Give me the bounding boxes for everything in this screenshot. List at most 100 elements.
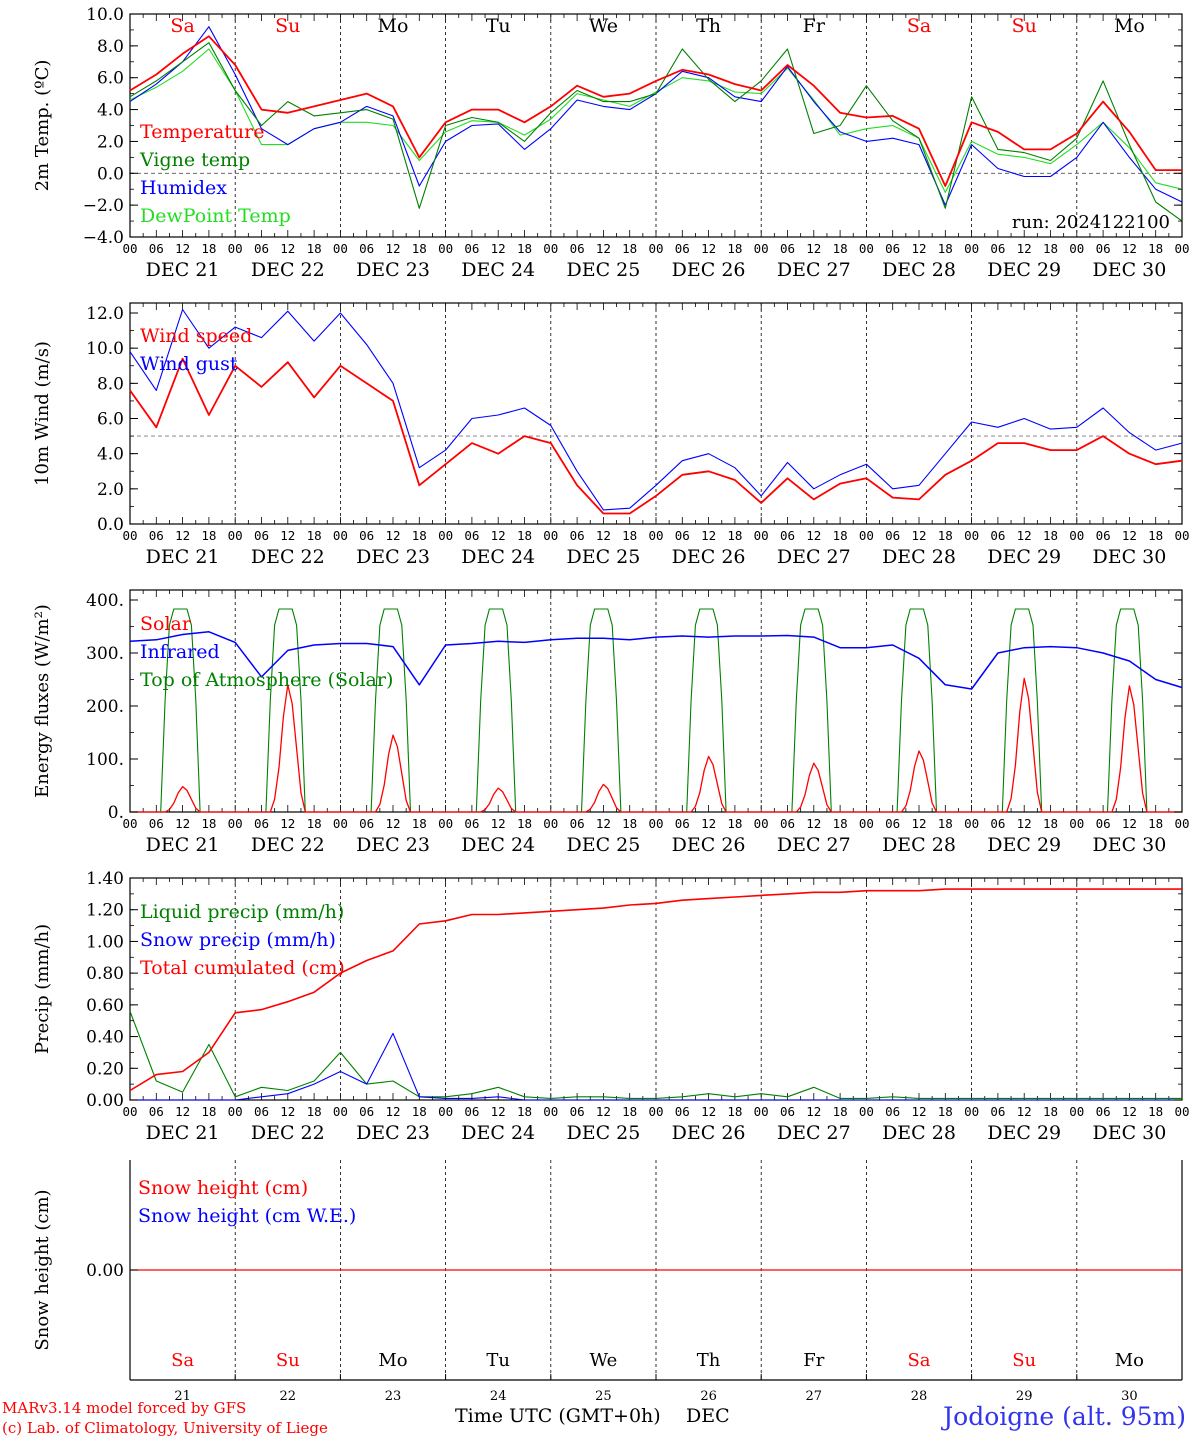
y-tick-label: 300. (86, 644, 124, 664)
hour-tick-label: 00 (122, 241, 137, 256)
hour-tick-label: 12 (491, 528, 506, 543)
y-tick-label: 1.40 (86, 869, 124, 889)
toa-solar-day (130, 608, 236, 813)
series-line-infrared (129, 631, 1183, 690)
hour-tick-label: 06 (570, 816, 585, 831)
date-label: DEC 30 (1092, 546, 1166, 568)
date-label: DEC 26 (672, 834, 746, 856)
hour-tick-label: 00 (543, 241, 558, 256)
hour-tick-label: 06 (254, 528, 269, 543)
hour-tick-label: 06 (990, 241, 1005, 256)
hour-tick-label: 12 (701, 816, 716, 831)
x-axis-month: DEC (686, 1405, 730, 1427)
hour-tick-label: 06 (359, 528, 374, 543)
y-tick-label: 0.60 (86, 996, 124, 1016)
hour-tick-label: 18 (412, 241, 427, 256)
hour-tick-label: 18 (1043, 241, 1058, 256)
series-line-wind-speed (129, 357, 1183, 515)
legend-entry: Liquid precip (mm/h) (140, 901, 344, 923)
day-number-label: 25 (595, 1389, 612, 1404)
hour-tick-label: 06 (359, 816, 374, 831)
hour-tick-label: 18 (1043, 1104, 1058, 1119)
y-tick-label: −2.0 (83, 196, 124, 216)
hour-tick-label: 12 (596, 241, 611, 256)
hour-tick-label: 18 (1043, 528, 1058, 543)
legend-entry: Wind gust (140, 353, 238, 375)
hour-tick-label: 12 (701, 1104, 716, 1119)
solar-day (445, 787, 551, 813)
weekday-label: Th (697, 1350, 721, 1371)
date-label: DEC 23 (356, 259, 430, 281)
hour-tick-label: 00 (228, 816, 243, 831)
hour-tick-label: 12 (596, 528, 611, 543)
hour-tick-label: 18 (1148, 528, 1163, 543)
hour-tick-label: 18 (938, 1104, 953, 1119)
hour-tick-label: 06 (885, 1104, 900, 1119)
solar-day (550, 783, 656, 813)
hour-tick-label: 12 (280, 528, 295, 543)
y-tick-label: 400. (86, 591, 124, 611)
hour-tick-label: 06 (990, 816, 1005, 831)
hour-tick-label: 00 (964, 816, 979, 831)
date-label: DEC 24 (461, 259, 535, 281)
hour-tick-label: 18 (727, 241, 742, 256)
y-tick-label: 4.0 (97, 101, 124, 121)
weekday-label: Sa (170, 15, 194, 37)
hour-tick-label: 18 (727, 528, 742, 543)
date-label: DEC 25 (566, 259, 640, 281)
date-label: DEC 28 (882, 834, 956, 856)
date-label: DEC 25 (566, 834, 640, 856)
toa-solar-day (235, 608, 341, 813)
hour-tick-label: 18 (307, 528, 322, 543)
hour-tick-label: 12 (280, 241, 295, 256)
y-tick-label: 0.0 (97, 164, 124, 184)
hour-tick-label: 12 (911, 816, 926, 831)
y-tick-label: 0.0 (97, 515, 124, 535)
y-axis-label: Precip (mm/h) (32, 924, 53, 1054)
hour-tick-label: 06 (675, 1104, 690, 1119)
hour-tick-label: 06 (254, 1104, 269, 1119)
hour-tick-label: 12 (806, 1104, 821, 1119)
hour-tick-label: 00 (859, 816, 874, 831)
hour-tick-label: 12 (1017, 528, 1032, 543)
x-axis-title: Time UTC (GMT+0h) (455, 1405, 661, 1427)
hour-tick-label: 06 (359, 1104, 374, 1119)
y-tick-label: 0. (108, 803, 124, 823)
toa-solar-day (761, 608, 867, 813)
date-label: DEC 21 (146, 546, 220, 568)
hour-tick-label: 06 (464, 528, 479, 543)
day-number-label: 29 (1016, 1389, 1033, 1404)
hour-tick-label: 00 (1174, 1104, 1189, 1119)
solar-day (130, 785, 236, 813)
hour-tick-label: 00 (438, 241, 453, 256)
legend-entry: Total cumulated (cm) (140, 957, 345, 979)
y-tick-label: 100. (86, 750, 124, 770)
day-number-label: 22 (280, 1389, 297, 1404)
hour-tick-label: 06 (254, 241, 269, 256)
date-label: DEC 22 (251, 546, 325, 568)
hour-tick-label: 18 (517, 1104, 532, 1119)
weekday-label: Mo (1114, 15, 1145, 37)
hour-tick-label: 12 (806, 241, 821, 256)
hour-tick-label: 06 (675, 528, 690, 543)
hour-tick-label: 18 (412, 528, 427, 543)
date-label: DEC 25 (566, 546, 640, 568)
hour-tick-label: 06 (675, 241, 690, 256)
weekday-label: Su (276, 1350, 300, 1371)
solar-day (971, 677, 1077, 813)
y-tick-label: 0.00 (86, 1261, 124, 1281)
hour-tick-label: 00 (122, 528, 137, 543)
date-label: DEC 26 (672, 259, 746, 281)
y-tick-label: 0.20 (86, 1059, 124, 1079)
date-label: DEC 21 (146, 834, 220, 856)
precip-panel: 1.40 1.20 1.00 0.80 0.60 0.40 0.20 0.00 Precip (… (32, 869, 1190, 1144)
hour-tick-label: 06 (885, 816, 900, 831)
toa-solar-day (445, 608, 551, 813)
y-tick-label: 8.0 (97, 374, 124, 394)
hour-tick-label: 12 (1017, 241, 1032, 256)
legend-entry: Snow height (cm) (138, 1177, 308, 1199)
model-credit-line2: (c) Lab. of Climatology, University of L… (2, 1419, 328, 1437)
y-axis-label: Snow height (cm) (32, 1189, 53, 1350)
solar-day (235, 684, 341, 813)
